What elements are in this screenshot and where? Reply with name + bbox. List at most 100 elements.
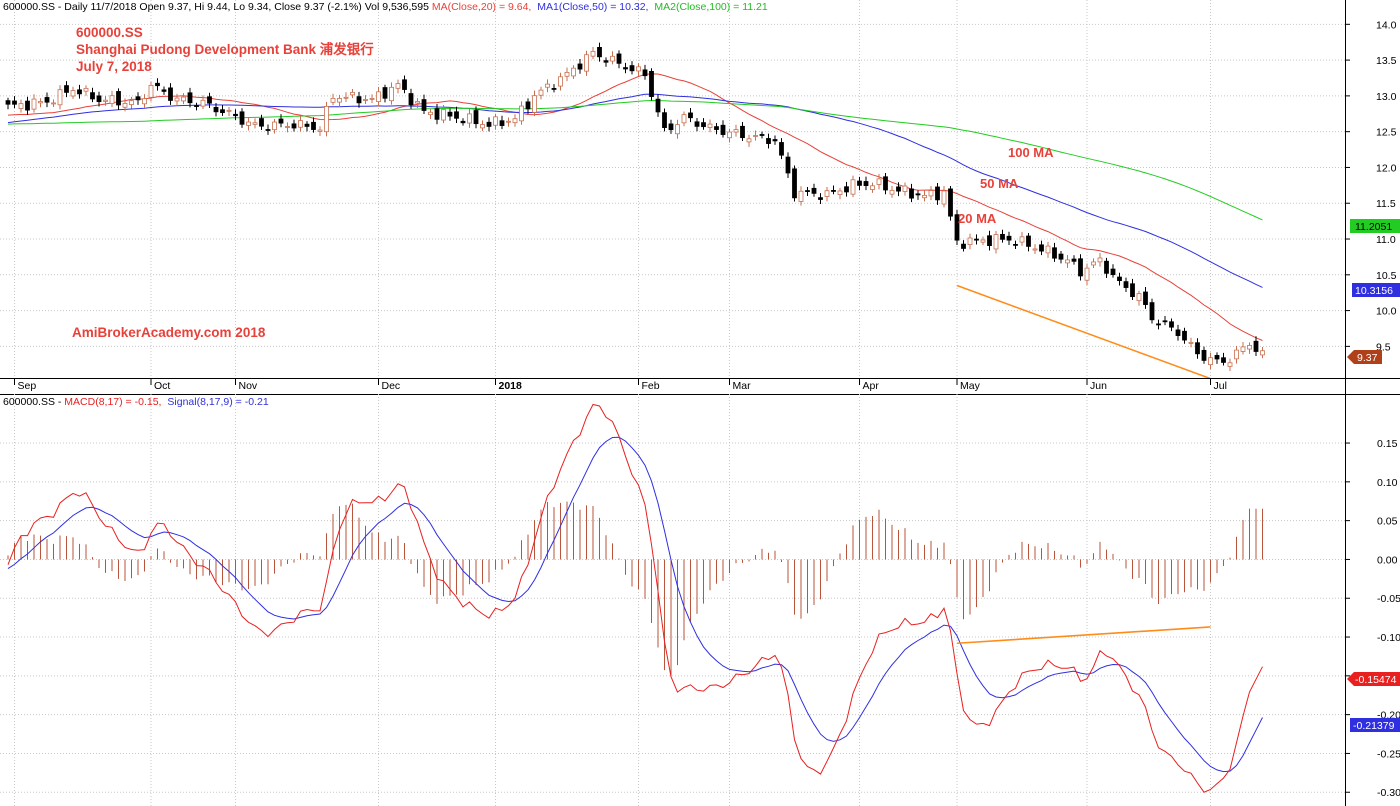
price-y-tick-label: 13.0 bbox=[1376, 91, 1397, 103]
price-y-tick-label: 10.0 bbox=[1376, 306, 1397, 318]
candle-body bbox=[1175, 329, 1181, 336]
candle-body bbox=[343, 96, 349, 99]
candle-body bbox=[200, 99, 206, 107]
candle-body bbox=[155, 82, 160, 87]
candle-body bbox=[1006, 235, 1012, 241]
candle-body bbox=[597, 46, 602, 58]
candle-body bbox=[551, 88, 557, 90]
macd-trendline bbox=[956, 626, 1211, 645]
candle-body bbox=[213, 106, 219, 113]
candle-body bbox=[116, 91, 121, 106]
candle-body bbox=[1078, 258, 1083, 277]
candle-body bbox=[766, 138, 771, 144]
candle-body bbox=[564, 72, 570, 77]
price-y-tick-label: 11.0 bbox=[1376, 234, 1396, 246]
candle-body bbox=[447, 111, 453, 117]
candle-body bbox=[649, 70, 654, 97]
candle-body bbox=[1201, 349, 1207, 361]
candle-body bbox=[220, 109, 225, 114]
candle-body bbox=[1039, 244, 1044, 252]
candle-body bbox=[304, 123, 310, 127]
candle-body bbox=[12, 100, 17, 105]
candle-body bbox=[902, 185, 908, 192]
candle-body bbox=[1240, 346, 1246, 352]
candle-body bbox=[818, 197, 823, 200]
macd-header-prefix: 600000.SS - bbox=[3, 396, 64, 408]
candle-body bbox=[285, 126, 290, 128]
candle-body bbox=[506, 120, 511, 123]
candle-body bbox=[259, 118, 264, 127]
candle-body bbox=[1195, 342, 1200, 355]
candle-body bbox=[1123, 281, 1129, 288]
candle-body bbox=[915, 193, 921, 196]
candle-body bbox=[655, 98, 661, 113]
price-header: 600000.SS - Daily 11/7/2018 Open 9.37, H… bbox=[3, 1, 768, 13]
candle-body bbox=[161, 89, 167, 92]
macd-y-tick-label: 0.05 bbox=[1377, 516, 1398, 528]
candle-body bbox=[57, 89, 63, 106]
candle-body bbox=[863, 181, 869, 186]
candle-body bbox=[1227, 362, 1233, 367]
ma50-line bbox=[7, 93, 1263, 288]
candle-body bbox=[291, 123, 297, 129]
candle-body bbox=[25, 100, 30, 111]
candle-body bbox=[428, 111, 433, 116]
svg-text:9.37: 9.37 bbox=[1357, 352, 1378, 364]
candle-body bbox=[967, 237, 973, 246]
candle-body bbox=[909, 188, 914, 199]
macd-line bbox=[7, 403, 1263, 793]
candle-body bbox=[993, 234, 999, 250]
tag-close: 9.37 bbox=[1347, 350, 1382, 364]
macd-y-tick-label: 0.15 bbox=[1377, 438, 1398, 450]
candle-body bbox=[207, 96, 212, 104]
candle-body bbox=[954, 214, 960, 241]
price-y-tick-label: 12.5 bbox=[1376, 127, 1397, 139]
candle-body bbox=[311, 121, 316, 130]
candle-body bbox=[603, 60, 609, 63]
macd-y-tick-label: -0.25 bbox=[1377, 748, 1400, 760]
candle-body bbox=[31, 98, 37, 110]
macd-y-tick-label: -0.10 bbox=[1377, 632, 1400, 644]
label-100-ma: 100 MA bbox=[1008, 145, 1054, 160]
candle-body bbox=[701, 122, 706, 128]
candle-body bbox=[889, 189, 895, 195]
candle-body bbox=[987, 235, 992, 247]
candle-body bbox=[1097, 257, 1103, 263]
candle-body bbox=[415, 101, 420, 104]
svg-text:11.2051: 11.2051 bbox=[1355, 221, 1392, 233]
candle-body bbox=[837, 190, 843, 195]
candle-body bbox=[1013, 243, 1018, 246]
candle-body bbox=[382, 87, 388, 99]
candle-body bbox=[38, 101, 43, 104]
candle-body bbox=[109, 95, 115, 104]
date-tick-label: May bbox=[960, 380, 981, 392]
label-50-ma: 50 MA bbox=[980, 176, 1019, 191]
svg-text:-0.21379: -0.21379 bbox=[1353, 720, 1395, 732]
candle-body bbox=[1032, 248, 1038, 251]
candle-body bbox=[51, 102, 56, 105]
macd-y-axis: 0.150.100.050.00-0.05-0.10-0.15-0.20-0.2… bbox=[1345, 438, 1400, 799]
candle-body bbox=[1058, 253, 1064, 260]
candle-body bbox=[1188, 342, 1194, 344]
macd-header: 600000.SS - MACD(8,17) = -0.15, Signal(8… bbox=[3, 396, 269, 408]
candle-body bbox=[707, 123, 713, 128]
tag-macd: -0.15474 bbox=[1347, 672, 1400, 686]
candle-body bbox=[519, 105, 524, 122]
candle-body bbox=[369, 98, 375, 100]
candle-body bbox=[1091, 261, 1096, 266]
candle-body bbox=[194, 105, 199, 107]
ma20-header: MA(Close,20) = 9.64, bbox=[432, 1, 532, 13]
candle-body bbox=[740, 125, 745, 139]
macd-histogram bbox=[7, 501, 1263, 677]
ma100-line bbox=[7, 99, 1263, 221]
candle-body bbox=[753, 135, 758, 137]
candle-body bbox=[1065, 259, 1070, 264]
candle-body bbox=[1208, 357, 1213, 366]
candle-body bbox=[408, 93, 414, 106]
candle-body bbox=[850, 179, 856, 195]
candle-body bbox=[499, 120, 505, 126]
candle-body bbox=[454, 111, 459, 119]
candle-body bbox=[5, 100, 11, 105]
candle-body bbox=[376, 91, 381, 103]
price-y-axis: 9.510.010.511.011.512.012.513.013.514.0 bbox=[1345, 19, 1397, 353]
